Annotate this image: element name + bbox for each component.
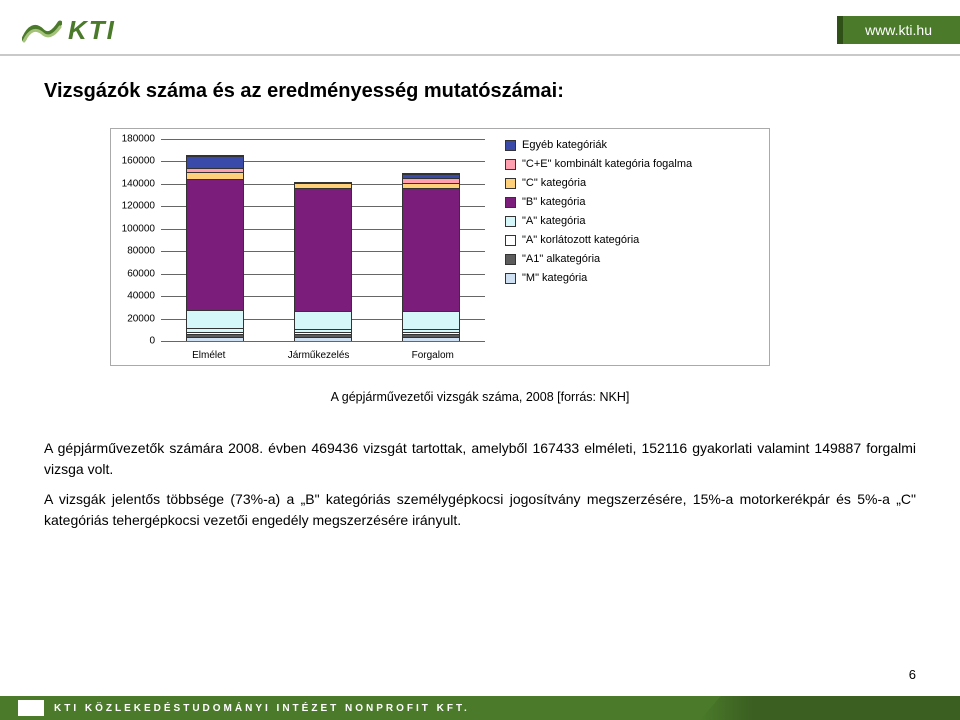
- chart-bar-segment: [403, 337, 459, 341]
- chart-caption: A gépjárművezetői vizsgák száma, 2008 [f…: [0, 390, 960, 404]
- legend-item: "A1" alkategória: [505, 253, 755, 265]
- legend-item: "C+E" kombinált kategória fogalma: [505, 158, 755, 170]
- chart-bar-segment: [187, 179, 243, 311]
- chart-ytick: 0: [115, 336, 155, 347]
- paragraph-2: A vizsgák jelentős többsége (73%-a) a „B…: [44, 489, 916, 530]
- logo-mark-icon: [22, 15, 62, 45]
- footer-text: KTI KÖZLEKEDÉSTUDOMÁNYI INTÉZET NONPROFI…: [54, 703, 470, 714]
- header-divider: [0, 54, 960, 56]
- footer: KTI KÖZLEKEDÉSTUDOMÁNYI INTÉZET NONPROFI…: [0, 696, 960, 720]
- chart-bar: [294, 182, 352, 341]
- legend-swatch-icon: [505, 159, 516, 170]
- legend-item: "A" korlátozott kategória: [505, 234, 755, 246]
- chart-ytick: 100000: [115, 223, 155, 234]
- legend-item: Egyéb kategóriák: [505, 139, 755, 151]
- chart-gridline: [161, 341, 485, 342]
- url-badge: www.kti.hu: [837, 16, 960, 44]
- footer-accent: [700, 696, 960, 720]
- chart-xlabels: Elmélet Járműkezelés Forgalom: [161, 350, 485, 361]
- chart-ytick: 160000: [115, 156, 155, 167]
- chart-bar-segment: [187, 156, 243, 167]
- chart-bar: [186, 155, 244, 341]
- legend-label: Egyéb kategóriák: [522, 139, 607, 151]
- chart-xlabel: Forgalom: [412, 350, 454, 361]
- chart-legend: Egyéb kategóriák "C+E" kombinált kategóri…: [491, 129, 769, 365]
- chart-bar-segment: [295, 311, 351, 329]
- legend-label: "A" kategória: [522, 215, 585, 227]
- legend-label: "B" kategória: [522, 196, 585, 208]
- chart-xlabel: Járműkezelés: [288, 350, 350, 361]
- chart-plot: 0200004000060000800001000001200001400001…: [161, 139, 485, 341]
- page-number: 6: [909, 667, 916, 682]
- legend-swatch-icon: [505, 273, 516, 284]
- legend-item: "A" kategória: [505, 215, 755, 227]
- legend-swatch-icon: [505, 140, 516, 151]
- legend-swatch-icon: [505, 216, 516, 227]
- logo: KTI: [22, 15, 116, 46]
- legend-item: "B" kategória: [505, 196, 755, 208]
- chart-bar-segment: [187, 310, 243, 328]
- footer-logo-icon: [18, 700, 44, 716]
- legend-swatch-icon: [505, 178, 516, 189]
- legend-swatch-icon: [505, 254, 516, 265]
- chart-bar-segment: [295, 188, 351, 311]
- legend-label: "C" kategória: [522, 177, 586, 189]
- legend-label: "A" korlátozott kategória: [522, 234, 639, 246]
- legend-swatch-icon: [505, 197, 516, 208]
- page-title: Vizsgázók száma és az eredményesség muta…: [44, 80, 916, 103]
- chart-bar-segment: [187, 172, 243, 179]
- chart-bar: [402, 173, 460, 341]
- legend-item: "C" kategória: [505, 177, 755, 189]
- chart-ytick: 60000: [115, 268, 155, 279]
- legend-swatch-icon: [505, 235, 516, 246]
- chart-bar-segment: [403, 311, 459, 329]
- legend-label: "A1" alkategória: [522, 253, 600, 265]
- chart-xlabel: Elmélet: [192, 350, 225, 361]
- chart-bar-segment: [295, 337, 351, 341]
- chart-bar-segment: [187, 337, 243, 341]
- chart-ytick: 120000: [115, 201, 155, 212]
- legend-item: "M" kategória: [505, 272, 755, 284]
- legend-label: "M" kategória: [522, 272, 587, 284]
- legend-label: "C+E" kombinált kategória fogalma: [522, 158, 692, 170]
- paragraph-1: A gépjárművezetők számára 2008. évben 46…: [44, 438, 916, 479]
- body-text: A gépjárművezetők számára 2008. évben 46…: [44, 438, 916, 541]
- chart-ytick: 20000: [115, 313, 155, 324]
- chart-ytick: 180000: [115, 134, 155, 145]
- logo-text: KTI: [68, 15, 116, 46]
- chart-panel: 0 20000 40000 60000 80000 100000 120000 140000 1…: [110, 128, 770, 366]
- chart-area: 0 20000 40000 60000 80000 100000 120000 140000 1…: [111, 129, 491, 365]
- chart-ytick: 40000: [115, 291, 155, 302]
- chart-ytick: 80000: [115, 246, 155, 257]
- header: KTI www.kti.hu: [0, 8, 960, 52]
- chart-ytick: 140000: [115, 178, 155, 189]
- chart-bar-segment: [403, 188, 459, 311]
